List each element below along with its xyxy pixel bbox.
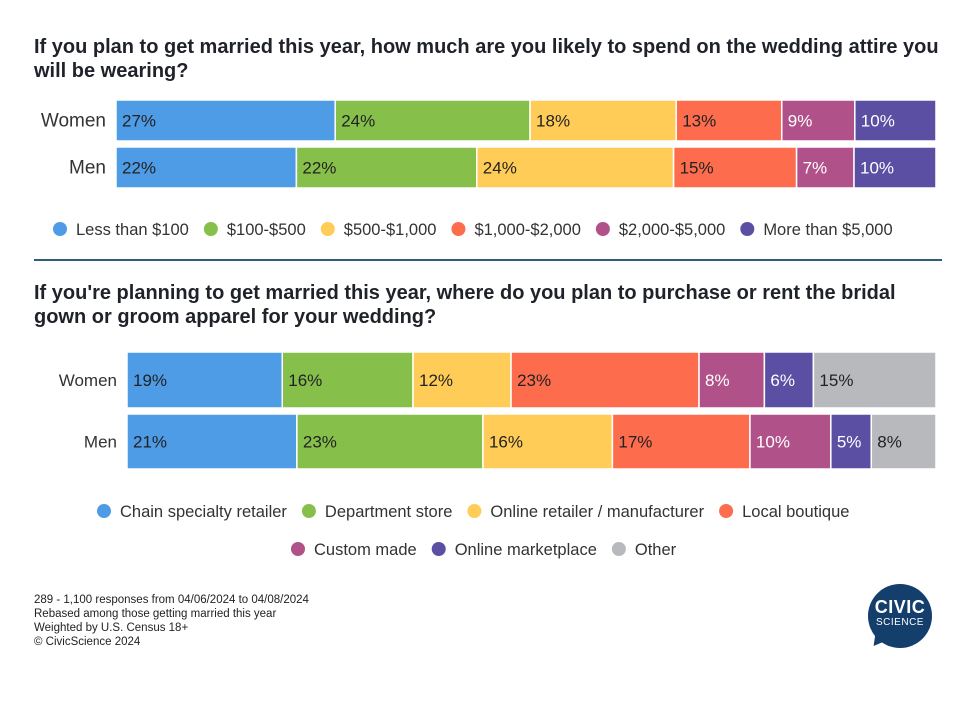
data-label: 22% xyxy=(302,159,336,178)
logo-circle xyxy=(868,584,932,648)
logo-text-civic: CIVIC xyxy=(874,597,926,617)
category-label: Men xyxy=(69,158,106,179)
data-label: 8% xyxy=(877,433,902,452)
bar-segment xyxy=(795,146,855,189)
footnote-copyright: © CivicScience 2024 xyxy=(34,636,141,648)
logo-text-science: SCIENCE xyxy=(876,617,924,628)
bar-segment xyxy=(675,99,783,142)
data-label: 13% xyxy=(682,112,716,131)
legend-marker xyxy=(451,222,466,236)
footnotes: 289 - 1,100 responses from 04/06/2024 to… xyxy=(34,593,309,649)
data-label: 24% xyxy=(341,112,375,131)
data-label: 5% xyxy=(837,433,862,452)
data-label: 7% xyxy=(803,159,828,178)
data-label: 15% xyxy=(819,371,853,390)
data-label: 12% xyxy=(419,371,453,390)
legend-label: Other xyxy=(635,541,677,559)
footnote-weighting: Weighted by U.S. Census 18+ xyxy=(34,622,189,634)
legend-label: Department store xyxy=(325,503,452,521)
bar-segment xyxy=(476,146,675,189)
data-label: 10% xyxy=(756,433,790,452)
data-label: 8% xyxy=(705,371,730,390)
data-label: 10% xyxy=(860,159,894,178)
legend-label: Less than $100 xyxy=(76,221,189,239)
chart-1: Women 27% 24% 18% 13% 9% 10% Men 22% 22% 24% 15% 7% 1… xyxy=(41,99,937,239)
civicscience-logo: CIVIC SCIENCE xyxy=(867,584,934,652)
legend-marker xyxy=(611,542,626,556)
legend-marker xyxy=(467,504,482,518)
bar-segment xyxy=(812,351,937,409)
data-label: 19% xyxy=(133,371,167,390)
bar-segment xyxy=(763,351,815,409)
legend-label: More than $5,000 xyxy=(763,221,892,239)
legend-label: Online marketplace xyxy=(455,541,597,559)
legend-marker xyxy=(719,504,734,518)
data-label: 10% xyxy=(861,112,895,131)
data-label: 17% xyxy=(618,433,652,452)
legend-label: Local boutique xyxy=(742,503,849,521)
legend-marker xyxy=(97,504,111,518)
data-label: 16% xyxy=(288,371,322,390)
legend-marker xyxy=(291,542,305,556)
bar-segment xyxy=(115,99,336,142)
bar-segment xyxy=(281,351,414,409)
legend-label: Online retailer / manufacturer xyxy=(490,503,704,521)
legend-label: $100-$500 xyxy=(227,221,306,239)
bar-segment xyxy=(529,99,677,142)
chart-2: Women 19% 16% 12% 23% 8% 6% 15% Men 21% 23% 16% 17% 1… xyxy=(59,351,937,559)
bar-segment xyxy=(780,99,856,142)
bar-segment xyxy=(853,146,937,189)
data-label: 15% xyxy=(680,159,714,178)
legend-label: $1,000-$2,000 xyxy=(474,221,580,239)
legend-label: Chain specialty retailer xyxy=(120,503,287,521)
data-label: 21% xyxy=(133,433,167,452)
legend-marker xyxy=(595,222,610,236)
bar-segment xyxy=(334,99,531,142)
data-label: 23% xyxy=(517,371,551,390)
legend-marker xyxy=(320,222,335,236)
legend-label: $2,000-$5,000 xyxy=(619,221,725,239)
category-label: Women xyxy=(41,111,106,132)
legend-label: Custom made xyxy=(314,541,417,559)
legend-marker xyxy=(301,504,316,518)
bar-segment xyxy=(698,351,766,409)
data-label: 23% xyxy=(303,433,337,452)
legend-marker xyxy=(431,542,446,556)
bar-segment xyxy=(295,146,478,189)
category-label: Women xyxy=(59,371,117,390)
legend-marker xyxy=(740,222,755,236)
legend-marker xyxy=(53,222,67,236)
section-divider xyxy=(34,259,942,261)
data-label: 27% xyxy=(122,112,156,131)
bar-segment xyxy=(854,99,937,142)
bar-segment xyxy=(749,413,832,470)
bar-segment xyxy=(296,413,484,470)
bar-segment xyxy=(126,413,298,470)
bar-segment xyxy=(126,351,284,409)
data-label: 16% xyxy=(489,433,523,452)
footnote-rebased: Rebased among those getting married this… xyxy=(34,608,277,620)
bar-segment xyxy=(510,351,700,409)
chart-1-title: If you plan to get married this year, ho… xyxy=(34,36,939,82)
data-label: 24% xyxy=(483,159,517,178)
bar-segment xyxy=(672,146,798,189)
data-label: 6% xyxy=(770,371,795,390)
legend-label: $500-$1,000 xyxy=(344,221,437,239)
chart-2-title: If you're planning to get married this y… xyxy=(34,282,896,328)
data-label: 22% xyxy=(122,159,156,178)
category-label: Men xyxy=(84,433,117,452)
data-label: 18% xyxy=(536,112,570,131)
bar-segment xyxy=(830,413,873,470)
data-label: 9% xyxy=(788,112,813,131)
footnote-responses: 289 - 1,100 responses from 04/06/2024 to… xyxy=(34,594,309,606)
bar-segment xyxy=(482,413,614,470)
legend-marker xyxy=(203,222,218,236)
bar-segment xyxy=(870,413,937,470)
bar-segment xyxy=(611,413,751,470)
